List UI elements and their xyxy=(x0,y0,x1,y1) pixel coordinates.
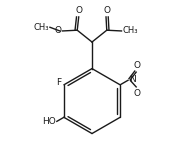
Text: CH₃: CH₃ xyxy=(34,23,49,32)
Text: HO: HO xyxy=(42,117,56,127)
Text: F: F xyxy=(56,77,62,87)
Text: O: O xyxy=(103,6,110,15)
Text: O: O xyxy=(55,27,62,35)
Text: O: O xyxy=(133,61,140,70)
Text: CH₃: CH₃ xyxy=(122,27,138,35)
Text: O: O xyxy=(133,89,140,98)
Text: O: O xyxy=(75,6,82,15)
Text: N: N xyxy=(129,75,136,84)
